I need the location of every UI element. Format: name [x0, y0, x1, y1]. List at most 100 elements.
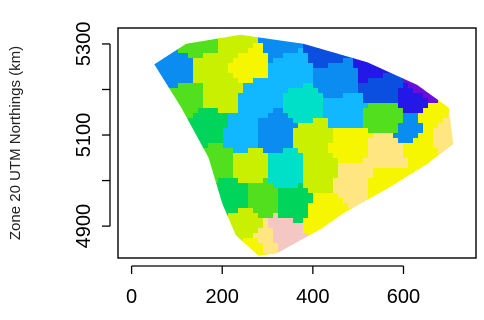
heatmap-cell	[258, 173, 264, 179]
heatmap-cell	[133, 148, 139, 154]
heatmap-cell	[433, 78, 439, 84]
heatmap-cell	[233, 53, 239, 59]
heatmap-cell	[133, 58, 139, 64]
heatmap-cell	[268, 183, 274, 189]
heatmap-cell	[318, 38, 324, 44]
heatmap-cell	[383, 178, 389, 184]
heatmap-cell	[278, 193, 284, 199]
heatmap-cell	[123, 53, 129, 59]
heatmap-cell	[298, 38, 304, 44]
heatmap-cell	[338, 103, 344, 109]
heatmap-cell	[268, 53, 274, 59]
heatmap-cell	[343, 108, 349, 114]
heatmap-cell	[133, 73, 139, 79]
heatmap-cell	[348, 133, 354, 139]
heatmap-cell	[338, 53, 344, 59]
heatmap-cell	[438, 153, 444, 159]
heatmap-cell	[158, 103, 164, 109]
heatmap-cell	[183, 178, 189, 184]
heatmap-cell	[178, 63, 184, 69]
heatmap-cell	[163, 118, 169, 124]
heatmap-cell	[293, 83, 299, 89]
heatmap-cell	[288, 143, 294, 149]
heatmap-cell	[348, 93, 354, 99]
heatmap-cell	[398, 68, 404, 74]
heatmap-cell	[308, 88, 314, 94]
heatmap-cell	[398, 138, 404, 144]
heatmap-cell	[143, 228, 149, 234]
heatmap-cell	[298, 218, 304, 224]
heatmap-cell	[383, 113, 389, 119]
x-tick-label: 0	[126, 286, 137, 308]
heatmap-cell	[393, 223, 399, 229]
heatmap-cell	[353, 173, 359, 179]
heatmap-cell	[393, 113, 399, 119]
heatmap-cell	[188, 213, 194, 219]
heatmap-cell	[218, 78, 224, 84]
heatmap-cell	[203, 143, 209, 149]
heatmap-cell	[428, 233, 434, 239]
heatmap-cell	[368, 208, 374, 214]
heatmap-cell	[458, 148, 464, 154]
heatmap-cell	[258, 153, 264, 159]
heatmap-cell	[403, 48, 409, 54]
heatmap-cell	[158, 183, 164, 189]
heatmap-cell	[133, 223, 139, 229]
heatmap-cell	[243, 153, 249, 159]
heatmap-cell	[318, 188, 324, 194]
heatmap-cell	[443, 83, 449, 89]
heatmap-cell	[308, 198, 314, 204]
heatmap-cell	[163, 188, 169, 194]
heatmap-cell	[228, 223, 234, 229]
heatmap-cell	[453, 163, 454, 169]
heatmap-cell	[258, 248, 264, 254]
heatmap-cell	[378, 48, 384, 54]
heatmap-cell	[423, 28, 429, 34]
heatmap-cell	[383, 83, 389, 89]
heatmap-cell	[348, 213, 354, 219]
heatmap-cell	[118, 158, 124, 164]
heatmap-cell	[423, 238, 429, 244]
heatmap-cell	[433, 34, 439, 39]
heatmap-cell	[273, 138, 279, 144]
heatmap-cell	[378, 163, 384, 169]
heatmap-cell	[163, 68, 169, 74]
heatmap-cell	[273, 133, 279, 139]
heatmap-cell	[218, 153, 224, 159]
heatmap-cell	[183, 63, 189, 69]
heatmap-cell	[213, 233, 219, 239]
heatmap-cell	[403, 228, 409, 234]
heatmap-cell	[158, 78, 164, 84]
heatmap-cell	[173, 248, 179, 254]
heatmap-cell	[188, 193, 194, 199]
heatmap-cell	[218, 168, 224, 174]
heatmap-cell	[418, 148, 424, 154]
heatmap-cell	[308, 163, 314, 169]
heatmap-cell	[338, 113, 344, 119]
heatmap-cell	[263, 88, 269, 94]
heatmap-cell	[198, 48, 204, 54]
heatmap-cell	[448, 48, 454, 54]
heatmap-cell	[203, 138, 209, 144]
heatmap-cell	[413, 98, 419, 104]
heatmap-cell	[303, 83, 309, 89]
heatmap-cell	[293, 73, 299, 79]
heatmap-cell	[173, 34, 179, 39]
heatmap-cell	[258, 143, 264, 149]
heatmap-cell	[213, 228, 219, 234]
heatmap-cell	[258, 158, 264, 164]
heatmap-cell	[323, 98, 329, 104]
heatmap-cell	[243, 73, 249, 79]
heatmap-cell	[328, 168, 334, 174]
heatmap-cell	[333, 133, 339, 139]
heatmap-cell	[183, 98, 189, 104]
heatmap-cell	[203, 63, 209, 69]
heatmap-cell	[168, 213, 174, 219]
heatmap-cell	[148, 203, 154, 209]
heatmap-cell	[453, 58, 454, 64]
heatmap-cell	[423, 34, 429, 39]
heatmap-cell	[208, 93, 214, 99]
heatmap-cell	[178, 158, 184, 164]
heatmap-cell	[323, 143, 329, 149]
heatmap-cell	[468, 73, 474, 79]
